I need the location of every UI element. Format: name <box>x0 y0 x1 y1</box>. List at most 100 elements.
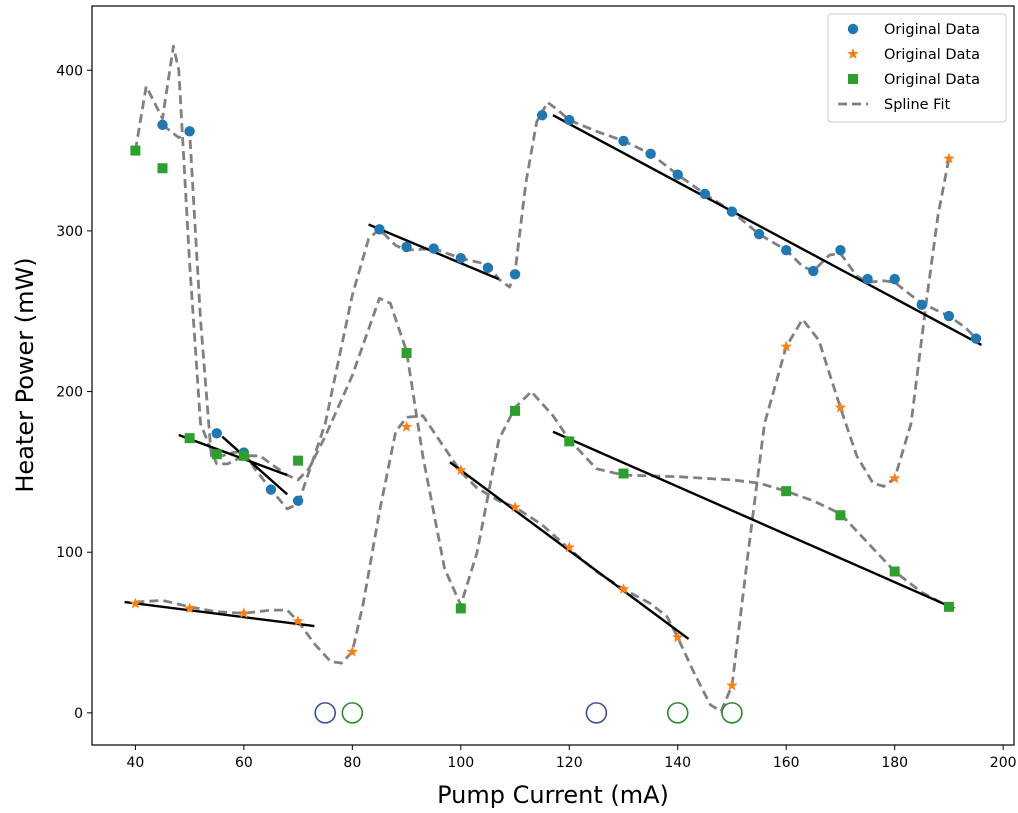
circle-data-point <box>753 228 765 240</box>
x-tick-label: 160 <box>773 755 800 771</box>
circle-data-point <box>970 333 982 344</box>
square-data-point <box>293 455 304 466</box>
square-data-point <box>889 566 900 577</box>
circle-data-point <box>672 169 683 180</box>
fit-line-2 <box>178 433 288 477</box>
x-tick-label: 80 <box>343 755 361 771</box>
star-data-point <box>183 602 196 614</box>
fit-line-7 <box>552 430 955 610</box>
open-circle-marker <box>666 702 689 724</box>
circle-data-point <box>536 110 548 121</box>
legend-swatch-square <box>848 74 858 84</box>
legend-label: Original Data <box>884 22 980 38</box>
circle-data-point <box>916 299 927 311</box>
open-circle-marker <box>585 702 608 724</box>
circle-data-point <box>726 206 738 217</box>
x-axis-label: Pump Current (mA) <box>437 781 669 809</box>
star-data-point <box>672 631 684 643</box>
circle-data-point <box>781 244 792 256</box>
fit-line-3 <box>221 435 289 496</box>
legend: Original Data Original Data Original Data S… <box>827 13 1007 123</box>
y-tick-label: 300 <box>56 224 83 240</box>
star-data-point <box>346 645 359 657</box>
star-data-point <box>888 472 901 484</box>
circle-data-point <box>943 310 955 322</box>
star-data-point <box>780 340 792 352</box>
x-tick-label: 120 <box>556 755 583 771</box>
open-circle-markers <box>314 702 743 724</box>
x-tick-label: 180 <box>881 755 908 771</box>
star-data-point <box>129 597 142 609</box>
circle-data-point <box>645 148 656 159</box>
x-tick-label: 40 <box>126 755 144 771</box>
star-data-point <box>400 420 413 432</box>
open-circle-marker <box>341 702 364 724</box>
star-data-point <box>563 541 575 553</box>
circle-data-point <box>564 114 575 126</box>
y-tick-label: 100 <box>56 545 83 561</box>
open-circle-marker <box>314 702 337 724</box>
star-data-point <box>455 464 467 476</box>
square-data-point <box>510 405 521 416</box>
square-data-point <box>455 603 466 614</box>
circle-data-point <box>265 484 277 495</box>
square-data-point <box>943 601 954 612</box>
spline-curve-2 <box>135 158 951 713</box>
y-tick-label: 400 <box>56 63 83 79</box>
circle-data-point <box>211 428 222 439</box>
circle-data-point <box>835 244 846 256</box>
circle-data-point <box>889 273 900 285</box>
spline-curves <box>134 44 978 713</box>
legend-box <box>827 13 1007 123</box>
spline-curve-3 <box>161 101 978 511</box>
data-points <box>129 110 982 691</box>
circle-data-point <box>618 135 629 147</box>
fit-line-1 <box>124 600 315 628</box>
circle-data-point <box>374 224 385 235</box>
fit-lines <box>124 114 983 640</box>
square-data-point <box>401 348 412 359</box>
open-circle-marker <box>721 702 743 724</box>
square-data-point <box>157 163 168 174</box>
y-axis-ticks: 0 100 200 300 400 <box>56 63 92 722</box>
plot-frame <box>91 5 1015 746</box>
square-data-point <box>835 510 846 521</box>
square-data-point <box>184 433 195 444</box>
legend-swatch-star <box>847 48 859 59</box>
circle-data-point <box>808 265 819 277</box>
x-tick-label: 140 <box>664 755 691 771</box>
circle-data-point <box>428 243 439 254</box>
star-data-point <box>834 401 847 413</box>
x-tick-label: 200 <box>990 755 1017 771</box>
fit-line-5 <box>552 114 983 347</box>
square-data-point <box>130 145 141 156</box>
circle-data-point <box>699 188 711 200</box>
circle-data-point <box>184 126 195 137</box>
square-data-point <box>238 450 249 461</box>
y-axis-label: Heater Power (mW) <box>11 257 39 492</box>
star-data-point <box>238 607 250 619</box>
star-data-point <box>726 679 738 691</box>
square-data-point <box>618 468 629 479</box>
circle-data-point <box>401 241 412 253</box>
y-tick-label: 200 <box>56 385 83 401</box>
legend-label: Original Data <box>884 72 980 88</box>
spline-curve-1 <box>134 44 950 609</box>
x-axis-ticks: 40 60 80 100 120 140 160 180 200 <box>126 745 1017 771</box>
legend-label: Original Data <box>884 47 980 63</box>
circle-data-point <box>482 262 494 274</box>
circle-data-point <box>509 269 521 280</box>
fit-line-6 <box>449 461 690 640</box>
square-data-point <box>211 449 222 460</box>
star-data-point <box>617 583 630 595</box>
star-data-point <box>292 615 304 627</box>
circle-data-point <box>455 253 466 264</box>
square-data-point <box>564 436 575 447</box>
legend-swatch-circle <box>847 23 859 35</box>
circle-data-point <box>862 273 873 285</box>
square-data-point <box>781 486 792 497</box>
star-data-point <box>943 152 955 164</box>
legend-label: Spline Fit <box>884 97 950 113</box>
y-tick-label: 0 <box>74 706 83 722</box>
